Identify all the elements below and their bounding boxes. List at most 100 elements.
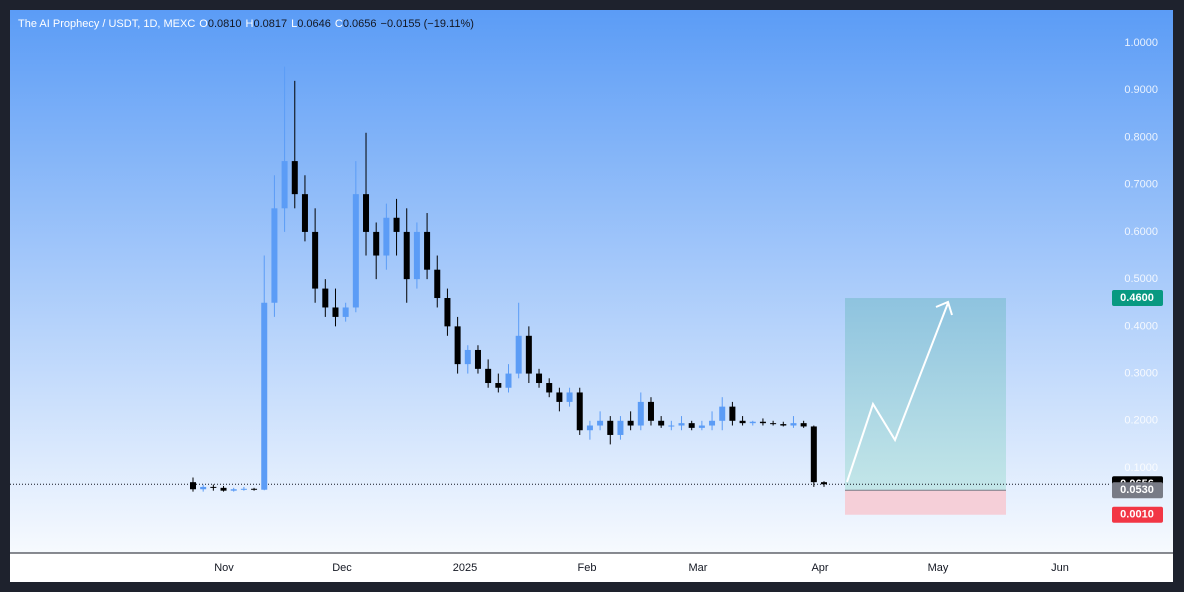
candle-body xyxy=(627,420,634,426)
ohlc-value: 0.0810 xyxy=(208,18,242,30)
candle-body xyxy=(424,231,431,270)
entry-badge xyxy=(1112,482,1163,499)
y-tick-label: 0.2000 xyxy=(1124,415,1158,427)
x-tick-label: Nov xyxy=(214,562,234,574)
stop-badge xyxy=(1112,506,1163,523)
candle-body xyxy=(525,335,532,374)
legend: The AI Prophecy / USDT, 1D, MEXC O0.0810 H… xyxy=(18,18,474,30)
candle-body xyxy=(566,392,573,402)
candle-body xyxy=(688,423,695,428)
candle-body xyxy=(220,487,227,491)
candle-body xyxy=(739,420,746,424)
candle-body xyxy=(556,392,563,402)
y-tick-label: 1.0000 xyxy=(1124,37,1158,49)
candle-body xyxy=(200,486,207,490)
y-tick-label: 0.8000 xyxy=(1124,131,1158,143)
candle-body xyxy=(770,423,777,425)
candle-body xyxy=(240,488,247,490)
candle-body xyxy=(230,489,237,491)
candle-body xyxy=(261,302,268,490)
y-tick-label: 0.5000 xyxy=(1124,273,1158,285)
candle-body xyxy=(495,383,502,388)
candle-body xyxy=(759,421,766,424)
x-tick-label: Feb xyxy=(578,562,597,574)
candle-body xyxy=(800,423,807,427)
candle-body xyxy=(749,421,756,424)
candle-body xyxy=(413,231,420,280)
candle-body xyxy=(780,424,787,426)
candle-body xyxy=(190,482,196,490)
ohlc-key: C xyxy=(335,18,343,30)
candle-body xyxy=(637,401,644,426)
candle-body xyxy=(281,161,288,209)
entry-label: 0.0530 xyxy=(1120,484,1154,496)
candle-body xyxy=(393,217,400,232)
candle-body xyxy=(454,326,461,365)
candle-body xyxy=(291,161,298,195)
candle-body xyxy=(678,423,685,426)
target-zone xyxy=(845,298,1006,491)
candle-body xyxy=(301,194,308,232)
ohlc-key: O xyxy=(199,18,208,30)
symbol: The AI Prophecy / USDT, 1D, MEXC xyxy=(18,18,195,30)
x-tick-label: Jun xyxy=(1051,562,1069,574)
candle-body xyxy=(719,406,726,421)
candle-body xyxy=(210,486,217,488)
x-tick-label: Apr xyxy=(811,562,828,574)
candle-body xyxy=(342,307,349,317)
candle-body xyxy=(546,383,553,393)
y-tick-label: 0.1000 xyxy=(1124,462,1158,474)
legend-text: The AI Prophecy / USDT, 1D, MEXC O0.0810 H… xyxy=(18,18,474,30)
change: −0.0155 (−19.11%) xyxy=(381,18,474,30)
candle-body xyxy=(271,208,278,303)
candle-body xyxy=(383,217,390,256)
x-tick-label: Mar xyxy=(689,562,708,574)
y-tick-label: 0.6000 xyxy=(1124,226,1158,238)
ohlc-value: 0.0817 xyxy=(253,18,287,30)
stop-label: 0.0010 xyxy=(1120,509,1154,521)
candle-body xyxy=(464,349,471,365)
candle-body xyxy=(373,231,380,256)
y-tick-label: 0.3000 xyxy=(1124,367,1158,379)
target-label: 0.4600 xyxy=(1120,292,1154,304)
candle-body xyxy=(698,425,705,428)
candle-body xyxy=(434,269,441,299)
time-axis xyxy=(10,553,1173,582)
candle-body xyxy=(322,288,329,308)
arrow xyxy=(846,300,953,483)
candle-body xyxy=(352,194,359,308)
candle-body xyxy=(251,488,258,490)
candle-body xyxy=(709,420,716,426)
target-badge xyxy=(1112,290,1163,307)
candle-body xyxy=(515,335,522,374)
candle-body xyxy=(658,420,665,426)
stop-zone xyxy=(845,490,1006,515)
candle-body xyxy=(576,392,583,431)
candle-body xyxy=(403,231,410,280)
candle-body xyxy=(485,368,492,384)
candle-body xyxy=(617,420,624,435)
ohlc-value: 0.0646 xyxy=(297,18,331,30)
x-tick-label: Dec xyxy=(332,562,352,574)
candle-body xyxy=(312,231,319,289)
y-tick-label: 0.7000 xyxy=(1124,179,1158,191)
candle-body xyxy=(821,482,827,485)
candle-body xyxy=(444,298,451,327)
candle-body xyxy=(647,401,654,421)
ohlc-key: H xyxy=(246,18,254,30)
candle-body xyxy=(729,406,736,421)
ohlc-value: 0.0656 xyxy=(343,18,377,30)
candle-body xyxy=(790,423,797,426)
candle-body xyxy=(536,373,543,384)
x-tick-label: May xyxy=(928,562,949,574)
ohlc-key: L xyxy=(291,18,297,30)
candle-body xyxy=(474,349,481,369)
candle-body xyxy=(363,194,370,232)
candle-body xyxy=(505,373,512,388)
candle-body xyxy=(597,420,604,426)
candle-body xyxy=(586,425,593,431)
candle-body xyxy=(810,426,817,483)
candle-body xyxy=(607,420,614,435)
